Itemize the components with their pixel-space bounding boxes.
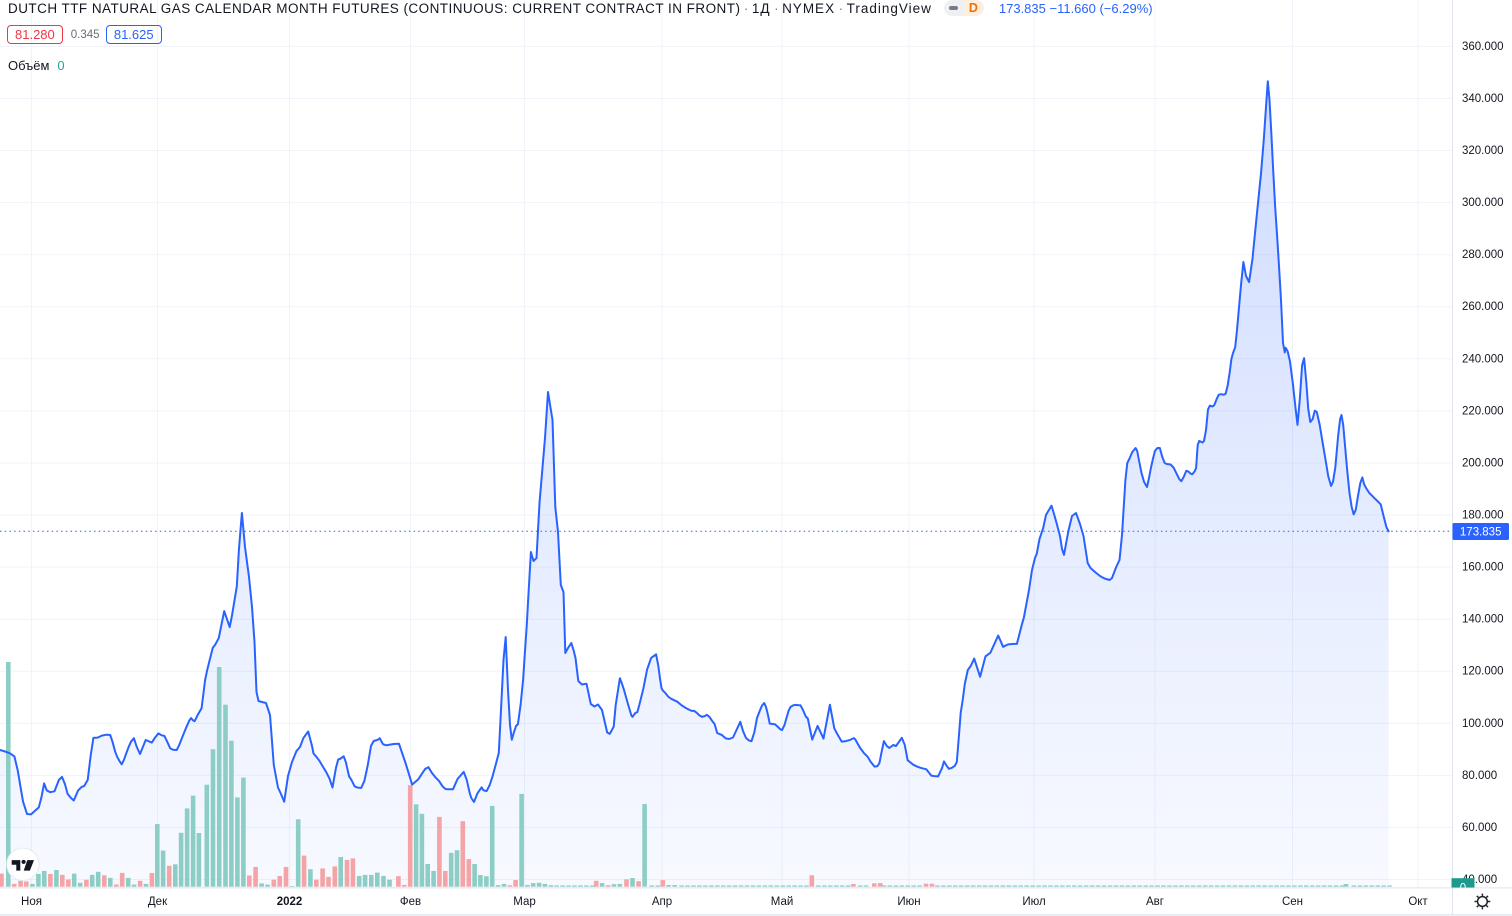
svg-text:Дек: Дек (148, 896, 168, 908)
svg-text:100.000: 100.000 (1462, 718, 1504, 730)
svg-text:Сен: Сен (1282, 896, 1303, 908)
svg-text:Фев: Фев (400, 896, 421, 908)
svg-text:Июн: Июн (897, 896, 920, 908)
svg-text:Мар: Мар (513, 896, 536, 908)
svg-text:Апр: Апр (652, 896, 672, 908)
svg-text:2022: 2022 (277, 896, 303, 908)
svg-text:220.000: 220.000 (1462, 405, 1504, 417)
svg-text:360.000: 360.000 (1462, 41, 1504, 53)
svg-text:340.000: 340.000 (1462, 93, 1504, 105)
svg-text:60.000: 60.000 (1462, 822, 1497, 834)
svg-text:0: 0 (1460, 882, 1466, 894)
svg-text:120.000: 120.000 (1462, 666, 1504, 678)
svg-text:Июл: Июл (1022, 896, 1045, 908)
svg-text:Ноя: Ноя (21, 896, 42, 908)
svg-text:Окт: Окт (1408, 896, 1428, 908)
svg-text:180.000: 180.000 (1462, 510, 1504, 522)
svg-text:280.000: 280.000 (1462, 249, 1504, 261)
svg-text:80.000: 80.000 (1462, 770, 1497, 782)
svg-text:173.835: 173.835 (1460, 527, 1502, 539)
svg-text:Май: Май (771, 896, 794, 908)
svg-text:320.000: 320.000 (1462, 145, 1504, 157)
svg-text:160.000: 160.000 (1462, 562, 1504, 574)
svg-text:200.000: 200.000 (1462, 458, 1504, 470)
svg-text:140.000: 140.000 (1462, 614, 1504, 626)
svg-text:260.000: 260.000 (1462, 301, 1504, 313)
svg-text:240.000: 240.000 (1462, 353, 1504, 365)
svg-text:Авг: Авг (1146, 896, 1164, 908)
svg-text:300.000: 300.000 (1462, 197, 1504, 209)
